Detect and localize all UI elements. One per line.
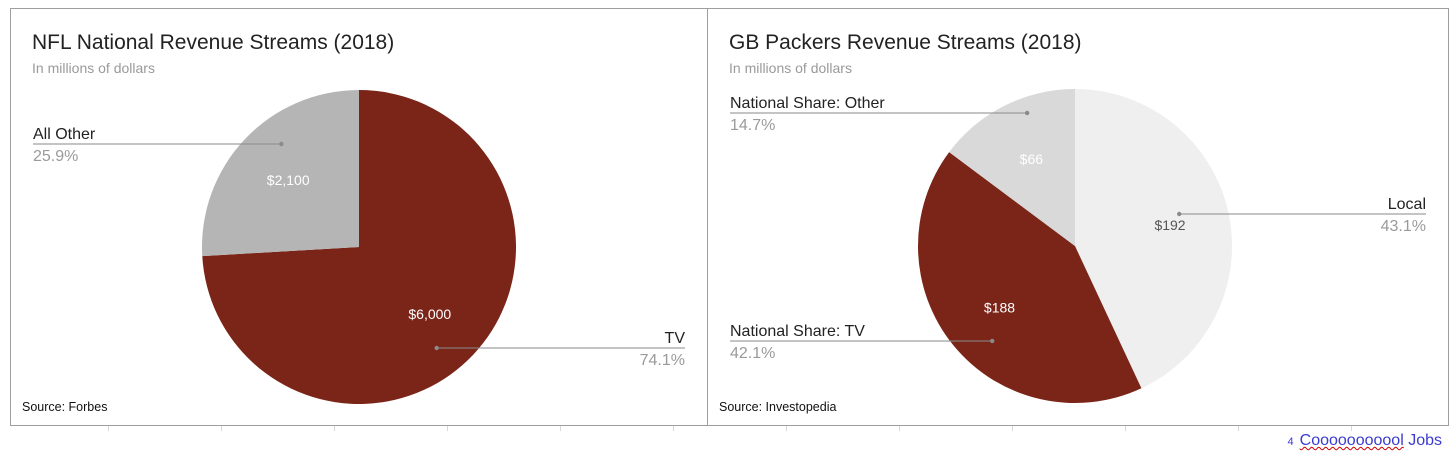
leader-dot bbox=[1177, 211, 1182, 217]
axis-tick bbox=[1351, 426, 1352, 431]
axis-ticks bbox=[0, 426, 1456, 436]
nfl-chart-panel: NFL National Revenue Streams (2018) In m… bbox=[11, 9, 707, 425]
chart-source: Source: Forbes bbox=[22, 400, 108, 414]
slice-value-label: $188 bbox=[984, 299, 1015, 315]
chart-title: NFL National Revenue Streams (2018) bbox=[32, 31, 395, 54]
axis-tick bbox=[1238, 426, 1239, 431]
slice-name-label: National Share: Other bbox=[730, 95, 885, 112]
slice-value-label: $66 bbox=[1020, 151, 1044, 167]
watermark-suffix: Jobs bbox=[1408, 432, 1442, 449]
slice-value-label: $192 bbox=[1154, 217, 1185, 233]
pie-slice-local bbox=[1075, 89, 1232, 389]
nfl-pie-chart: $6,000 TV 74.1% $2,100 All Other 25.9% bbox=[33, 90, 686, 404]
axis-tick bbox=[108, 426, 109, 431]
watermark-text: Cooooooooool bbox=[1299, 432, 1404, 449]
packers-pie-chart: $192 Local 43.1% $188 National Share: TV 42.1… bbox=[730, 89, 1426, 403]
axis-tick bbox=[560, 426, 561, 431]
axis-tick bbox=[673, 426, 674, 431]
chart-frame bbox=[10, 8, 1449, 426]
leader-dot bbox=[990, 338, 995, 344]
slice-name-label: TV bbox=[665, 330, 686, 347]
slice-percent-label: 42.1% bbox=[730, 345, 775, 362]
axis-tick bbox=[447, 426, 448, 431]
axis-tick bbox=[899, 426, 900, 431]
chart-subtitle: In millions of dollars bbox=[729, 60, 852, 76]
slice-name-label: All Other bbox=[33, 126, 96, 143]
chart-source: Source: Investopedia bbox=[719, 400, 837, 414]
axis-tick bbox=[221, 426, 222, 431]
watermark-number: 4 bbox=[1287, 436, 1294, 448]
axis-tick bbox=[786, 426, 787, 431]
slice-percent-label: 25.9% bbox=[33, 148, 78, 165]
pie-slice-all-other bbox=[202, 90, 359, 257]
pie-slice-tv bbox=[202, 90, 516, 404]
slice-name-label: National Share: TV bbox=[730, 323, 865, 340]
slice-percent-label: 74.1% bbox=[640, 352, 685, 369]
pie-slice-national-share-other bbox=[949, 89, 1075, 246]
packers-chart-panel: GB Packers Revenue Streams (2018) In mil… bbox=[708, 9, 1448, 425]
slice-name-label: Local bbox=[1388, 196, 1426, 213]
panel-divider bbox=[707, 8, 708, 426]
watermark: 4 Cooooooooool Jobs bbox=[1288, 432, 1442, 450]
slice-percent-label: 43.1% bbox=[1381, 218, 1426, 235]
leader-dot bbox=[1024, 110, 1030, 116]
axis-tick bbox=[1125, 426, 1126, 431]
chart-subtitle: In millions of dollars bbox=[32, 60, 155, 76]
pie-slice-national-share-tv bbox=[918, 152, 1142, 403]
leader-dot bbox=[279, 141, 284, 147]
slice-percent-label: 14.7% bbox=[730, 117, 775, 134]
axis-tick bbox=[334, 426, 335, 431]
axis-tick bbox=[1012, 426, 1013, 431]
slice-value-label: $2,100 bbox=[267, 172, 310, 188]
chart-title: GB Packers Revenue Streams (2018) bbox=[729, 31, 1082, 54]
leader-dot bbox=[434, 345, 439, 351]
slice-value-label: $6,000 bbox=[408, 306, 451, 322]
